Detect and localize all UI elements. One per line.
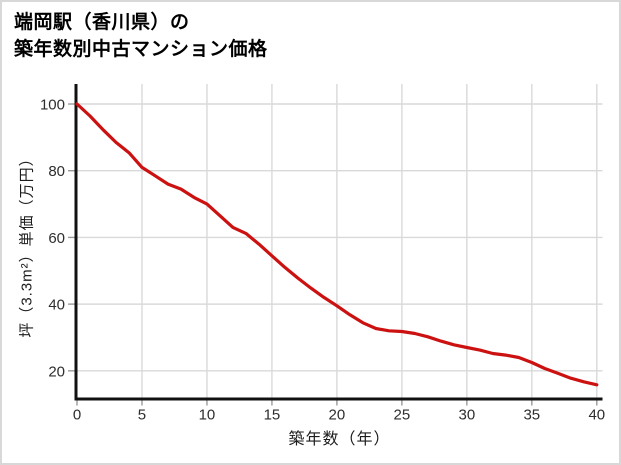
chart-title-line1: 端岡駅（香川県）の <box>14 12 190 33</box>
y-tick-label-100: 100 <box>40 97 65 114</box>
chart-title-line2: 築年数別中古マンション価格 <box>14 39 268 60</box>
y-tick-label-60: 60 <box>48 230 65 247</box>
y-axis-label: 坪（3.3m²）単価（万円） <box>18 150 36 338</box>
x-tick-label-15: 15 <box>264 407 281 424</box>
x-tick-label-10: 10 <box>199 407 216 424</box>
x-tick-label-5: 5 <box>138 407 146 424</box>
x-tick-label-20: 20 <box>329 407 346 424</box>
x-tick-label-40: 40 <box>588 407 605 424</box>
x-tick-label-0: 0 <box>73 407 81 424</box>
price-curve <box>75 102 599 387</box>
y-tick-label-20: 20 <box>48 363 65 380</box>
x-tick-label-30: 30 <box>459 407 476 424</box>
x-tick-label-35: 35 <box>523 407 540 424</box>
y-tick-label-40: 40 <box>48 297 65 314</box>
x-axis-label: 築年数（年） <box>288 431 391 448</box>
x-tick-label-25: 25 <box>394 407 411 424</box>
y-tick-label-80: 80 <box>48 163 65 180</box>
chart-title: 端岡駅（香川県）の 築年数別中古マンション価格 <box>14 9 268 63</box>
